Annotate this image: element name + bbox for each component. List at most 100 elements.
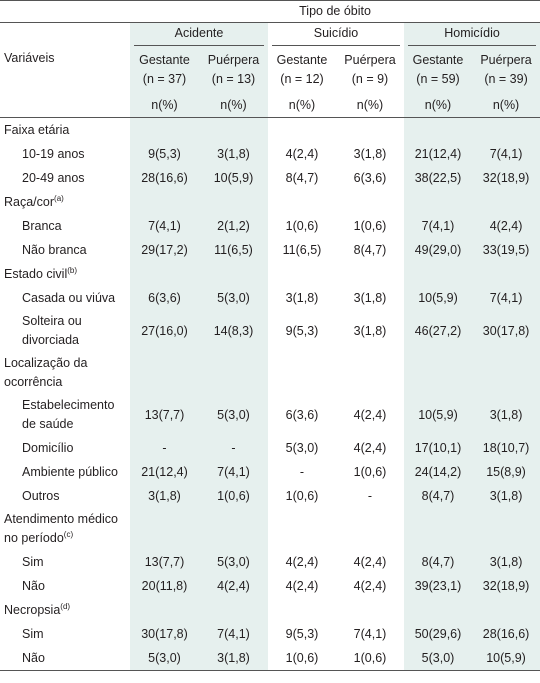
empty-cell — [404, 508, 472, 550]
data-cell: 11(6,5) — [199, 238, 268, 262]
data-cell: 17(10,1) — [404, 436, 472, 460]
empty-cell — [472, 352, 540, 394]
data-row: 20-49 anos 28(16,6) 10(5,9) 8(4,7) 6(3,6) 38(… — [0, 166, 540, 190]
data-cell: 4(2,4) — [353, 440, 387, 455]
empty-cell — [0, 93, 130, 118]
unit-label: n(%) — [404, 93, 472, 118]
group-name: Suicídio — [272, 24, 400, 46]
data-cell: 10(5,9) — [404, 394, 472, 436]
row-label: Sim — [22, 554, 44, 569]
data-cell: 8(4,7) — [285, 170, 319, 185]
data-row: Branca 7(4,1) 2(1,2) 1(0,6) 1(0,6) 7(4,1) 4(2,… — [0, 214, 540, 238]
column-head: Puérpera (n = 39) — [472, 47, 540, 93]
empty-cell — [336, 598, 404, 622]
column-label: Gestante — [139, 53, 190, 67]
empty-cell — [472, 117, 540, 142]
empty-cell — [268, 598, 336, 622]
empty-cell — [199, 117, 268, 142]
data-row: Ambiente público 21(12,4) 7(4,1) - 1(0,6) 24(… — [0, 460, 540, 484]
section-label-cell: Localização da ocorrência — [0, 352, 130, 394]
data-cell: 46(27,2) — [404, 310, 472, 352]
unit-label: n(%) — [199, 93, 268, 118]
footnote-marker: (b) — [67, 265, 78, 275]
row-label: 20-49 anos — [22, 170, 85, 185]
data-cell: 7(4,1) — [404, 214, 472, 238]
empty-cell — [336, 118, 404, 143]
footnote-marker: (a) — [54, 193, 64, 203]
group-cell: Suicídio — [268, 23, 404, 48]
unit-row: n(%) n(%) n(%) n(%) n(%) n(%) — [0, 93, 540, 118]
data-row: Sim 13(7,7) 5(3,0) 4(2,4) 4(2,4) 8(4,7) 3(1,8) — [0, 550, 540, 574]
data-cell: 4(2,4) — [472, 214, 540, 238]
data-cell: 5(3,0) — [199, 286, 268, 310]
data-cell: 5(3,0) — [285, 440, 319, 455]
data-cell: 8(4,7) — [404, 550, 472, 574]
title-row: Tipo de óbito — [0, 0, 540, 23]
group-name: Homicídio — [408, 24, 537, 46]
section-label: Localização da ocorrência — [4, 356, 88, 389]
data-row: Não 20(11,8) 4(2,4) 4(2,4) 4(2,4) 39(23,1) 32(… — [0, 574, 540, 598]
empty-cell — [130, 190, 199, 214]
row-label: Estabelecimento de saúde — [22, 398, 115, 431]
column-head: Gestante (n = 12) — [268, 47, 336, 93]
section-label: Necropsia — [4, 602, 61, 617]
data-cell: 39(23,1) — [404, 574, 472, 598]
data-cell: 1(0,6) — [353, 218, 387, 233]
table-title: Tipo de óbito — [130, 0, 540, 23]
empty-cell — [130, 262, 199, 286]
empty-cell — [130, 598, 199, 622]
data-cell: 4(2,4) — [353, 554, 387, 569]
empty-cell — [199, 508, 268, 550]
unit-label: n(%) — [130, 93, 199, 118]
data-cell: 3(1,8) — [353, 290, 387, 305]
empty-cell — [472, 508, 540, 550]
empty-cell — [336, 352, 404, 394]
empty-cell — [268, 262, 336, 286]
section-row: Necropsia(d) — [0, 598, 540, 622]
section-label-cell: Necropsia(d) — [0, 598, 130, 622]
column-head: Puérpera (n = 13) — [199, 47, 268, 93]
data-cell: 3(1,8) — [130, 484, 199, 508]
column-n: (n = 59) — [416, 72, 460, 86]
data-cell: 7(4,1) — [472, 142, 540, 166]
data-cell: 28(16,6) — [472, 622, 540, 646]
data-cell: 3(1,8) — [472, 550, 540, 574]
data-cell: 3(1,8) — [199, 646, 268, 671]
section-label: Raça/cor — [4, 194, 55, 209]
data-cell: 29(17,2) — [130, 238, 199, 262]
data-row: Não 5(3,0) 3(1,8) 1(0,6) 1(0,6) 5(3,0) 10(5,9) — [0, 646, 540, 671]
section-row: Atendimento médico no período(c) — [0, 508, 540, 550]
data-cell: 5(3,0) — [199, 394, 268, 436]
empty-cell — [268, 190, 336, 214]
data-cell: 11(6,5) — [282, 242, 322, 257]
data-cell: 1(0,6) — [285, 650, 319, 665]
data-cell: 5(3,0) — [130, 646, 199, 671]
data-cell: 1(0,6) — [353, 464, 387, 479]
data-cell: 30(17,8) — [472, 310, 540, 352]
column-n: (n = 39) — [484, 72, 528, 86]
column-label: Puérpera — [207, 53, 260, 67]
data-cell: 3(1,8) — [285, 290, 319, 305]
data-row: Sim 30(17,8) 7(4,1) 9(5,3) 7(4,1) 50(29,6) 28(… — [0, 622, 540, 646]
data-cell: 7(4,1) — [130, 214, 199, 238]
group-cell: Acidente — [130, 22, 268, 47]
data-row: Estabelecimento de saúde 13(7,7) 5(3,0) 6(3… — [0, 394, 540, 436]
empty-cell — [404, 352, 472, 394]
data-cell: - — [130, 436, 199, 460]
data-cell: 6(3,6) — [285, 407, 319, 422]
column-n: (n = 9) — [351, 72, 389, 86]
data-cell: 3(1,8) — [472, 394, 540, 436]
section-row: Estado civil(b) — [0, 262, 540, 286]
data-cell: 13(7,7) — [130, 394, 199, 436]
section-label-cell: Raça/cor(a) — [0, 190, 130, 214]
empty-cell — [472, 262, 540, 286]
data-cell: 1(0,6) — [285, 218, 319, 233]
column-head-row: Gestante (n = 37) Puérpera (n = 13) Gestante… — [0, 47, 540, 93]
group-row: Variáveis Acidente Suicídio Homicídio — [0, 22, 540, 65]
data-cell: 30(17,8) — [130, 622, 199, 646]
column-label: Puérpera — [344, 53, 396, 67]
data-cell: 4(2,4) — [285, 578, 319, 593]
column-label: Gestante — [412, 53, 464, 67]
